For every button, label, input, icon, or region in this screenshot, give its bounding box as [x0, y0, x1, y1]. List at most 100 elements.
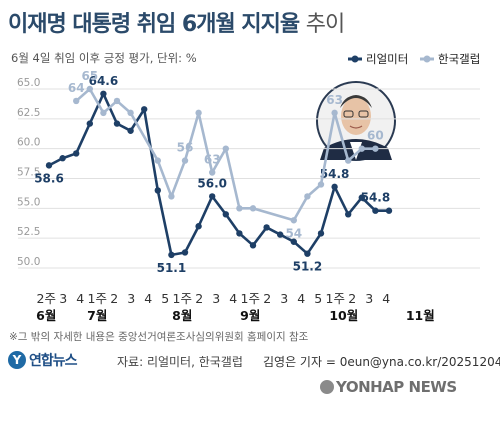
watermark: YONHAP NEWS	[320, 378, 457, 396]
data-point	[236, 205, 243, 212]
yonhap-logo: Y 연합뉴스	[8, 350, 78, 370]
title-main: 이재명 대통령 취임 6개월 지지율	[8, 12, 300, 37]
x-tick-label: 3	[365, 291, 373, 306]
data-point	[249, 205, 257, 212]
data-point	[290, 238, 297, 245]
x-month-label: 10월	[329, 308, 358, 323]
data-point	[331, 183, 338, 191]
data-label: 54	[285, 226, 302, 240]
data-point	[304, 193, 311, 200]
x-tick-label: 3	[212, 291, 220, 306]
x-tick-label: 4	[76, 291, 84, 306]
data-point	[86, 85, 94, 93]
x-tick-label: 2	[263, 291, 271, 306]
data-point	[168, 193, 175, 200]
y-tick-label: 65.0	[17, 77, 40, 89]
data-label: 64.6	[89, 74, 119, 88]
x-tick-label: 1주	[173, 291, 192, 306]
x-tick-label: 3	[59, 291, 67, 306]
data-point	[345, 211, 352, 218]
x-tick-label: 1주	[326, 291, 345, 306]
x-month-label: 6월	[36, 308, 56, 323]
data-point	[249, 242, 257, 249]
portrait-photo	[316, 81, 396, 161]
grid-lines	[18, 88, 480, 269]
data-point	[141, 106, 148, 113]
data-point	[113, 97, 121, 105]
data-point	[345, 157, 352, 164]
data-label: 65	[81, 69, 98, 83]
credit-text: 김영은 기자 = 0eun@yna.co.kr/20251204	[263, 355, 500, 369]
chart-subtitle: 6월 4일 취임 이후 긍정 평가, 단위: %	[11, 51, 197, 65]
logo-icon: Y	[8, 351, 26, 369]
data-point	[317, 181, 325, 188]
x-month-label: 9월	[240, 308, 260, 323]
data-point	[358, 145, 365, 152]
data-point	[304, 250, 311, 257]
data-point	[181, 157, 189, 164]
y-tick-label: 60.0	[17, 137, 40, 149]
data-point	[209, 193, 216, 200]
data-point	[222, 211, 229, 218]
legend-marker-realmeter	[351, 55, 359, 63]
data-point	[154, 157, 161, 164]
x-tick-label: 1주	[241, 291, 260, 306]
y-tick-label: 50.0	[17, 256, 40, 268]
data-point	[181, 249, 189, 256]
y-tick-label: 62.5	[17, 107, 40, 119]
data-point	[317, 230, 325, 237]
data-point	[59, 155, 66, 162]
data-label: 63	[204, 153, 221, 167]
data-point	[154, 187, 161, 194]
x-tick-label: 3	[280, 291, 288, 306]
x-month-label: 8월	[172, 308, 192, 323]
watermark-icon	[320, 380, 334, 394]
data-label: 56	[177, 141, 194, 155]
x-tick-label: 2	[110, 291, 118, 306]
data-point	[277, 231, 284, 238]
data-point	[45, 162, 53, 169]
legend-label-gallup: 한국갤럽	[438, 52, 480, 66]
data-point	[385, 207, 393, 214]
data-point	[168, 251, 175, 259]
legend: 리얼미터 한국갤럽	[348, 52, 480, 66]
data-label: 56.0	[197, 176, 227, 190]
data-point	[73, 97, 80, 105]
y-tick-label: 57.5	[17, 167, 40, 179]
x-tick-label: 4	[382, 291, 390, 306]
x-tick-label: 4	[144, 291, 152, 306]
data-point	[290, 217, 297, 224]
y-axis-ticks: 50.0 52.5 55.0 57.5 60.0 62.5 65.0	[17, 77, 40, 268]
data-label: 58.6	[34, 171, 64, 185]
x-tick-label: 2	[195, 291, 203, 306]
data-point	[113, 120, 121, 127]
x-tick-label: 4	[297, 291, 305, 306]
footnote: ※그 밖의 자세한 내용은 중앙선거여론조사심의위원회 홈페이지 참조	[9, 331, 309, 343]
title-suffix: 추이	[305, 12, 345, 37]
data-point	[127, 127, 134, 134]
x-tick-label: 5	[161, 291, 169, 306]
data-label: 64	[68, 81, 85, 95]
data-point	[86, 120, 94, 127]
data-point	[263, 224, 270, 231]
source-text: 자료: 리얼미터, 한국갤럽	[117, 355, 243, 369]
data-label: 63	[326, 93, 343, 107]
x-month-label: 7월	[87, 308, 107, 323]
x-tick-label: 2주	[37, 291, 56, 306]
data-point	[195, 223, 202, 230]
watermark-text: YONHAP NEWS	[336, 378, 457, 396]
data-label: 60	[367, 129, 384, 143]
data-label: 54.8	[361, 191, 391, 205]
data-point	[100, 109, 107, 117]
data-point	[127, 109, 134, 117]
data-point	[331, 109, 338, 117]
series-line-0	[48, 92, 389, 257]
data-label: 51.2	[293, 260, 323, 274]
data-point	[222, 145, 229, 152]
x-tick-label: 1주	[88, 291, 107, 306]
x-month-label: 11월	[406, 308, 435, 323]
data-point	[236, 230, 243, 237]
